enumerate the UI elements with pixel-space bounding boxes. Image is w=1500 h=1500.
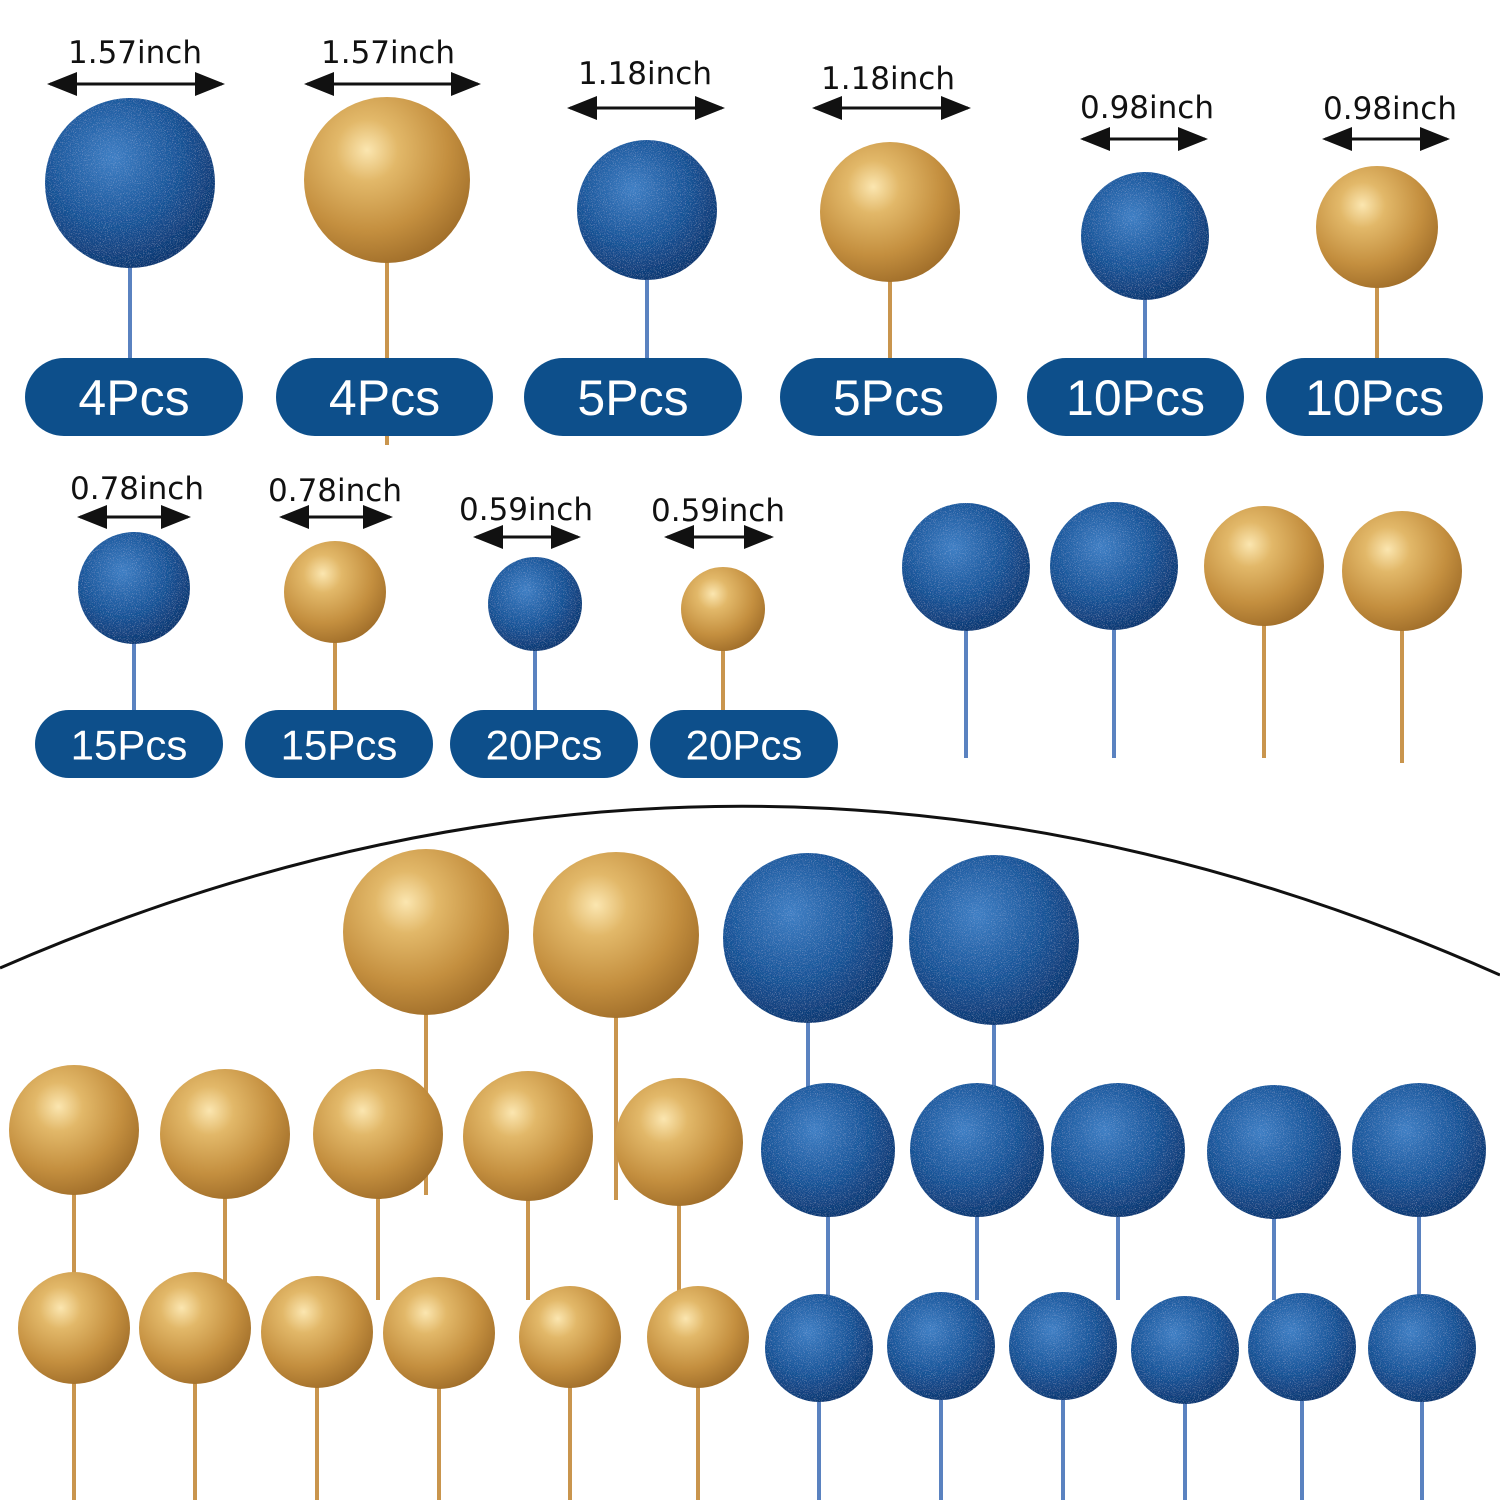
size-label: 1.18inch <box>821 61 955 97</box>
quantity-badge <box>35 710 223 778</box>
size-label: 1.57inch <box>68 35 202 71</box>
quantity-badge <box>25 358 243 436</box>
quantity-badge <box>450 710 638 778</box>
gold-ball <box>681 567 765 651</box>
blue-ball <box>78 532 190 644</box>
blue-ball <box>761 1083 895 1217</box>
gold-ball <box>284 541 386 643</box>
blue-ball <box>1051 1083 1185 1217</box>
gold-ball <box>647 1286 749 1388</box>
blue-ball <box>45 98 215 268</box>
gold-ball <box>463 1071 593 1201</box>
blue-ball <box>488 557 582 651</box>
gold-ball <box>383 1277 495 1389</box>
gold-ball <box>160 1069 290 1199</box>
quantity-label: 15Pcs <box>71 722 188 769</box>
quantity-label: 4Pcs <box>329 370 440 426</box>
gold-ball <box>9 1065 139 1195</box>
gold-ball <box>615 1078 743 1206</box>
size-label: 0.59inch <box>459 492 593 528</box>
gold-ball <box>18 1272 130 1384</box>
quantity-label: 10Pcs <box>1066 370 1205 426</box>
blue-ball <box>765 1294 873 1402</box>
gold-ball <box>1204 506 1324 626</box>
quantity-badge <box>780 358 997 436</box>
blue-ball <box>1050 502 1178 630</box>
size-label: 0.59inch <box>651 493 785 529</box>
quantity-label: 5Pcs <box>577 370 688 426</box>
blue-ball <box>1248 1293 1356 1401</box>
quantity-label: 5Pcs <box>833 370 944 426</box>
size-label: 1.18inch <box>578 56 712 92</box>
gold-ball <box>343 849 509 1015</box>
blue-ball <box>1131 1296 1239 1404</box>
blue-ball <box>1207 1085 1341 1219</box>
quantity-badge <box>245 710 433 778</box>
gold-ball <box>313 1069 443 1199</box>
quantity-label: 20Pcs <box>686 722 803 769</box>
quantity-badge <box>1266 358 1483 436</box>
size-label: 1.57inch <box>321 35 455 71</box>
gold-ball <box>139 1272 251 1384</box>
gold-ball <box>1316 166 1438 288</box>
blue-ball <box>723 853 893 1023</box>
quantity-badge <box>524 358 742 436</box>
blue-ball <box>910 1083 1044 1217</box>
quantity-badge <box>650 710 838 778</box>
blue-ball <box>1081 172 1209 300</box>
gold-ball <box>533 852 699 1018</box>
gold-ball <box>304 97 470 263</box>
quantity-label: 20Pcs <box>486 722 603 769</box>
blue-ball <box>1009 1292 1117 1400</box>
quantity-label: 15Pcs <box>281 722 398 769</box>
quantity-badge <box>1027 358 1244 436</box>
blue-ball <box>577 140 717 280</box>
gold-ball <box>519 1286 621 1388</box>
gold-ball <box>1342 511 1462 631</box>
size-label: 0.78inch <box>268 473 402 509</box>
quantity-label: 10Pcs <box>1305 370 1444 426</box>
quantity-label: 4Pcs <box>78 370 189 426</box>
gold-ball <box>261 1276 373 1388</box>
size-label: 0.78inch <box>70 471 204 507</box>
blue-ball <box>1352 1083 1486 1217</box>
blue-ball <box>909 855 1079 1025</box>
gold-ball <box>820 142 960 282</box>
blue-ball <box>887 1292 995 1400</box>
divider-arc <box>0 804 1500 977</box>
quantity-badge <box>276 358 493 436</box>
blue-ball <box>1368 1294 1476 1402</box>
blue-ball <box>902 503 1030 631</box>
size-label: 0.98inch <box>1080 90 1214 126</box>
size-label: 0.98inch <box>1323 91 1457 127</box>
